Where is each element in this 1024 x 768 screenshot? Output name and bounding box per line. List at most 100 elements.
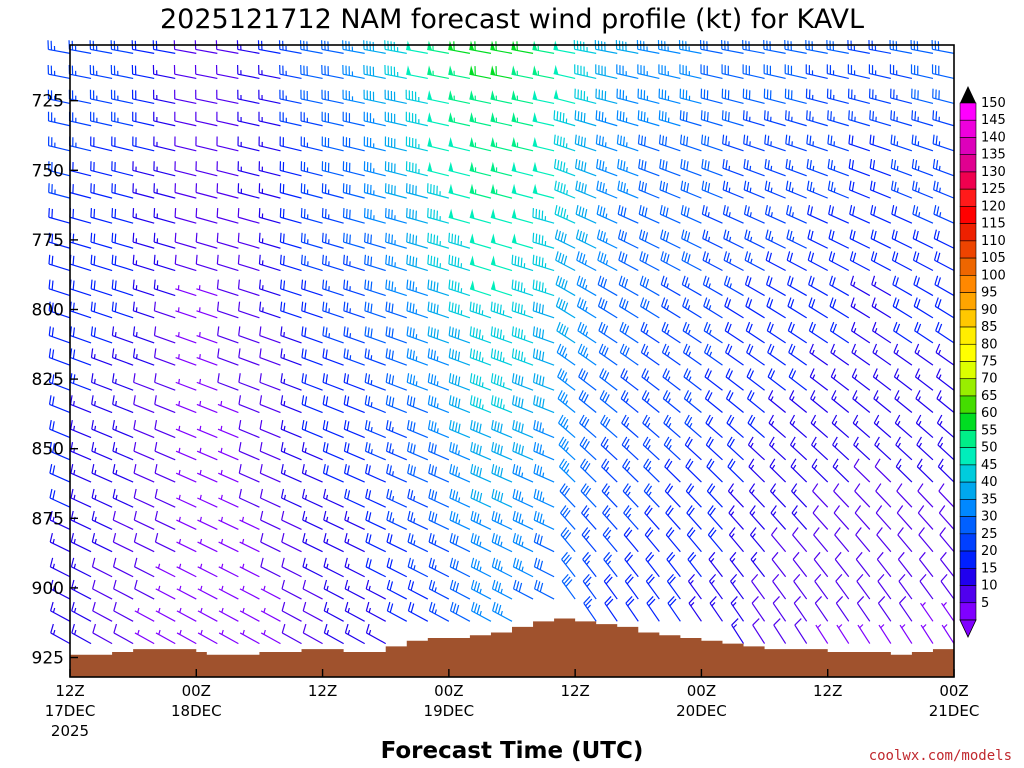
colorbar-swatch: [959, 171, 977, 190]
wind-barb: [174, 89, 197, 105]
wind-barb: [90, 348, 113, 366]
x-tick-label: 00Z: [939, 682, 968, 700]
wind-barb: [553, 89, 576, 105]
wind-barb: [833, 483, 850, 508]
wind-barb: [196, 332, 218, 344]
wind-barb: [344, 601, 365, 622]
wind-barb: [604, 596, 618, 622]
wind-barb: [575, 229, 597, 249]
wind-barb: [702, 229, 723, 249]
wind-barb: [771, 551, 787, 578]
wind-barb: [600, 436, 618, 461]
wind-barb: [302, 579, 323, 600]
wind-barb: [385, 442, 407, 461]
wind-barb: [786, 251, 807, 272]
wind-barb: [363, 208, 386, 224]
wind-barb: [912, 205, 934, 224]
wind-barb: [89, 89, 113, 105]
wind-barb: [364, 348, 386, 366]
wind-barb: [574, 88, 597, 105]
wind-barb: [659, 180, 681, 199]
wind-barb: [365, 601, 386, 622]
wind-barb: [407, 579, 429, 600]
wind-barb: [153, 279, 176, 297]
wind-barb: [553, 158, 576, 177]
wind-barb: [90, 111, 113, 127]
wind-barb: [812, 505, 829, 530]
colorbar-swatch: [959, 326, 977, 345]
wind-barb: [891, 251, 913, 272]
wind-barb: [616, 88, 639, 105]
wind-barb: [725, 368, 744, 391]
wind-barb: [239, 607, 260, 622]
wind-barb: [849, 205, 871, 224]
wind-barb: [894, 414, 913, 439]
wind-barb: [196, 400, 218, 414]
wind-barb: [826, 64, 849, 79]
wind-barb: [259, 373, 281, 391]
wind-barb: [470, 488, 492, 508]
wind-barb: [575, 205, 597, 224]
wind-barb: [646, 596, 660, 622]
wind-barb: [258, 183, 281, 199]
wind-barb: [174, 183, 197, 199]
wind-barb: [279, 183, 302, 199]
wind-barb: [785, 158, 807, 177]
colorbar-label: 40: [981, 475, 998, 490]
wind-barb: [133, 419, 155, 439]
wind-barb: [321, 254, 344, 272]
wind-barb: [216, 254, 239, 272]
wind-barb: [938, 483, 955, 508]
wind-barb: [342, 208, 365, 224]
wind-barb: [216, 111, 239, 127]
wind-barb: [491, 510, 513, 530]
wind-barb: [576, 251, 597, 272]
wind-barb: [490, 65, 513, 79]
wind-barb: [847, 88, 870, 105]
colorbar-bottom-arrow: [959, 619, 977, 638]
wind-barb: [915, 414, 934, 439]
wind-barb: [49, 419, 71, 439]
wind-barb: [911, 110, 934, 127]
wind-barb: [110, 89, 134, 105]
wind-barb: [559, 483, 576, 508]
wind-barb: [111, 348, 134, 366]
wind-barb: [679, 88, 702, 105]
wind-barb: [218, 516, 239, 530]
wind-barb: [582, 551, 597, 578]
wind-barb: [134, 607, 155, 622]
wind-barb: [134, 579, 155, 600]
wind-barb: [878, 624, 892, 644]
wind-barb: [745, 321, 765, 344]
wind-barb: [637, 110, 660, 127]
wind-barb: [323, 579, 344, 600]
wind-barb: [47, 136, 71, 152]
wind-barb: [258, 64, 281, 79]
wind-barb: [470, 601, 492, 622]
wind-barb: [917, 483, 934, 508]
wind-barb: [912, 251, 934, 272]
wind-barb: [764, 158, 786, 177]
wind-barb: [560, 527, 576, 553]
wind-barb: [344, 557, 365, 578]
wind-barb: [153, 326, 176, 344]
wind-barb: [279, 279, 302, 297]
wind-barb: [814, 596, 829, 622]
colorbar-label: 140: [981, 130, 1006, 145]
wind-barb: [322, 279, 344, 297]
wind-barb: [706, 483, 723, 508]
wind-barb: [730, 596, 745, 622]
wind-barb: [852, 390, 871, 413]
wind-barb: [532, 161, 555, 177]
wind-barb: [112, 557, 134, 578]
wind-barb: [580, 483, 597, 508]
wind-barb: [385, 419, 407, 439]
wind-barb: [724, 321, 744, 344]
colorbar-label: 150: [981, 96, 1006, 111]
wind-barb: [239, 538, 260, 553]
wind-barb: [574, 110, 597, 127]
wind-barb: [807, 251, 828, 272]
wind-barb: [702, 275, 723, 297]
wind-barb: [48, 395, 71, 414]
colorbar-label: 15: [981, 561, 998, 576]
